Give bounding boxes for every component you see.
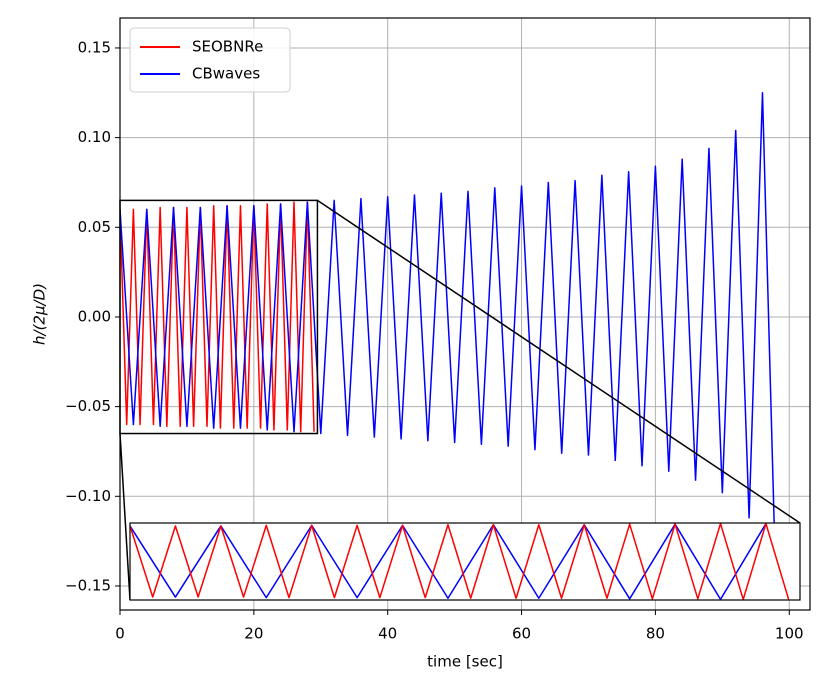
x-tick-label: 60 bbox=[512, 625, 531, 643]
connector bbox=[317, 199, 801, 524]
inset-background bbox=[130, 523, 800, 600]
y-tick-label: 0.05 bbox=[78, 218, 111, 236]
inset-frame bbox=[129, 522, 801, 601]
x-tick-label: 20 bbox=[244, 625, 263, 643]
y-tick-label: 0.10 bbox=[78, 128, 111, 146]
x-tick-label: 0 bbox=[115, 625, 125, 643]
y-tick-label: 0.00 bbox=[78, 307, 111, 325]
x-tick-label: 40 bbox=[378, 625, 397, 643]
y-tick-label: −0.05 bbox=[65, 397, 111, 415]
y-tick-label: 0.15 bbox=[78, 38, 111, 56]
inset-line bbox=[130, 523, 767, 600]
legend-label: CBwaves bbox=[192, 65, 260, 83]
x-tick-label: 80 bbox=[646, 625, 665, 643]
legend-label: SEOBNRe bbox=[192, 38, 263, 56]
axes-frame bbox=[119, 17, 811, 611]
connector bbox=[119, 433, 131, 601]
data-line bbox=[120, 92, 777, 586]
legend-box bbox=[129, 27, 291, 93]
y-tick-label: −0.15 bbox=[65, 576, 111, 594]
y-axis-label: h/(2μ/D) bbox=[31, 283, 49, 345]
data-line bbox=[120, 201, 315, 433]
x-tick-label: 100 bbox=[775, 625, 804, 643]
inset-line bbox=[130, 523, 790, 600]
y-tick-label: −0.10 bbox=[65, 487, 111, 505]
legend: SEOBNRe CBwaves bbox=[129, 27, 291, 93]
x-axis-label: time [sec] bbox=[427, 653, 503, 671]
